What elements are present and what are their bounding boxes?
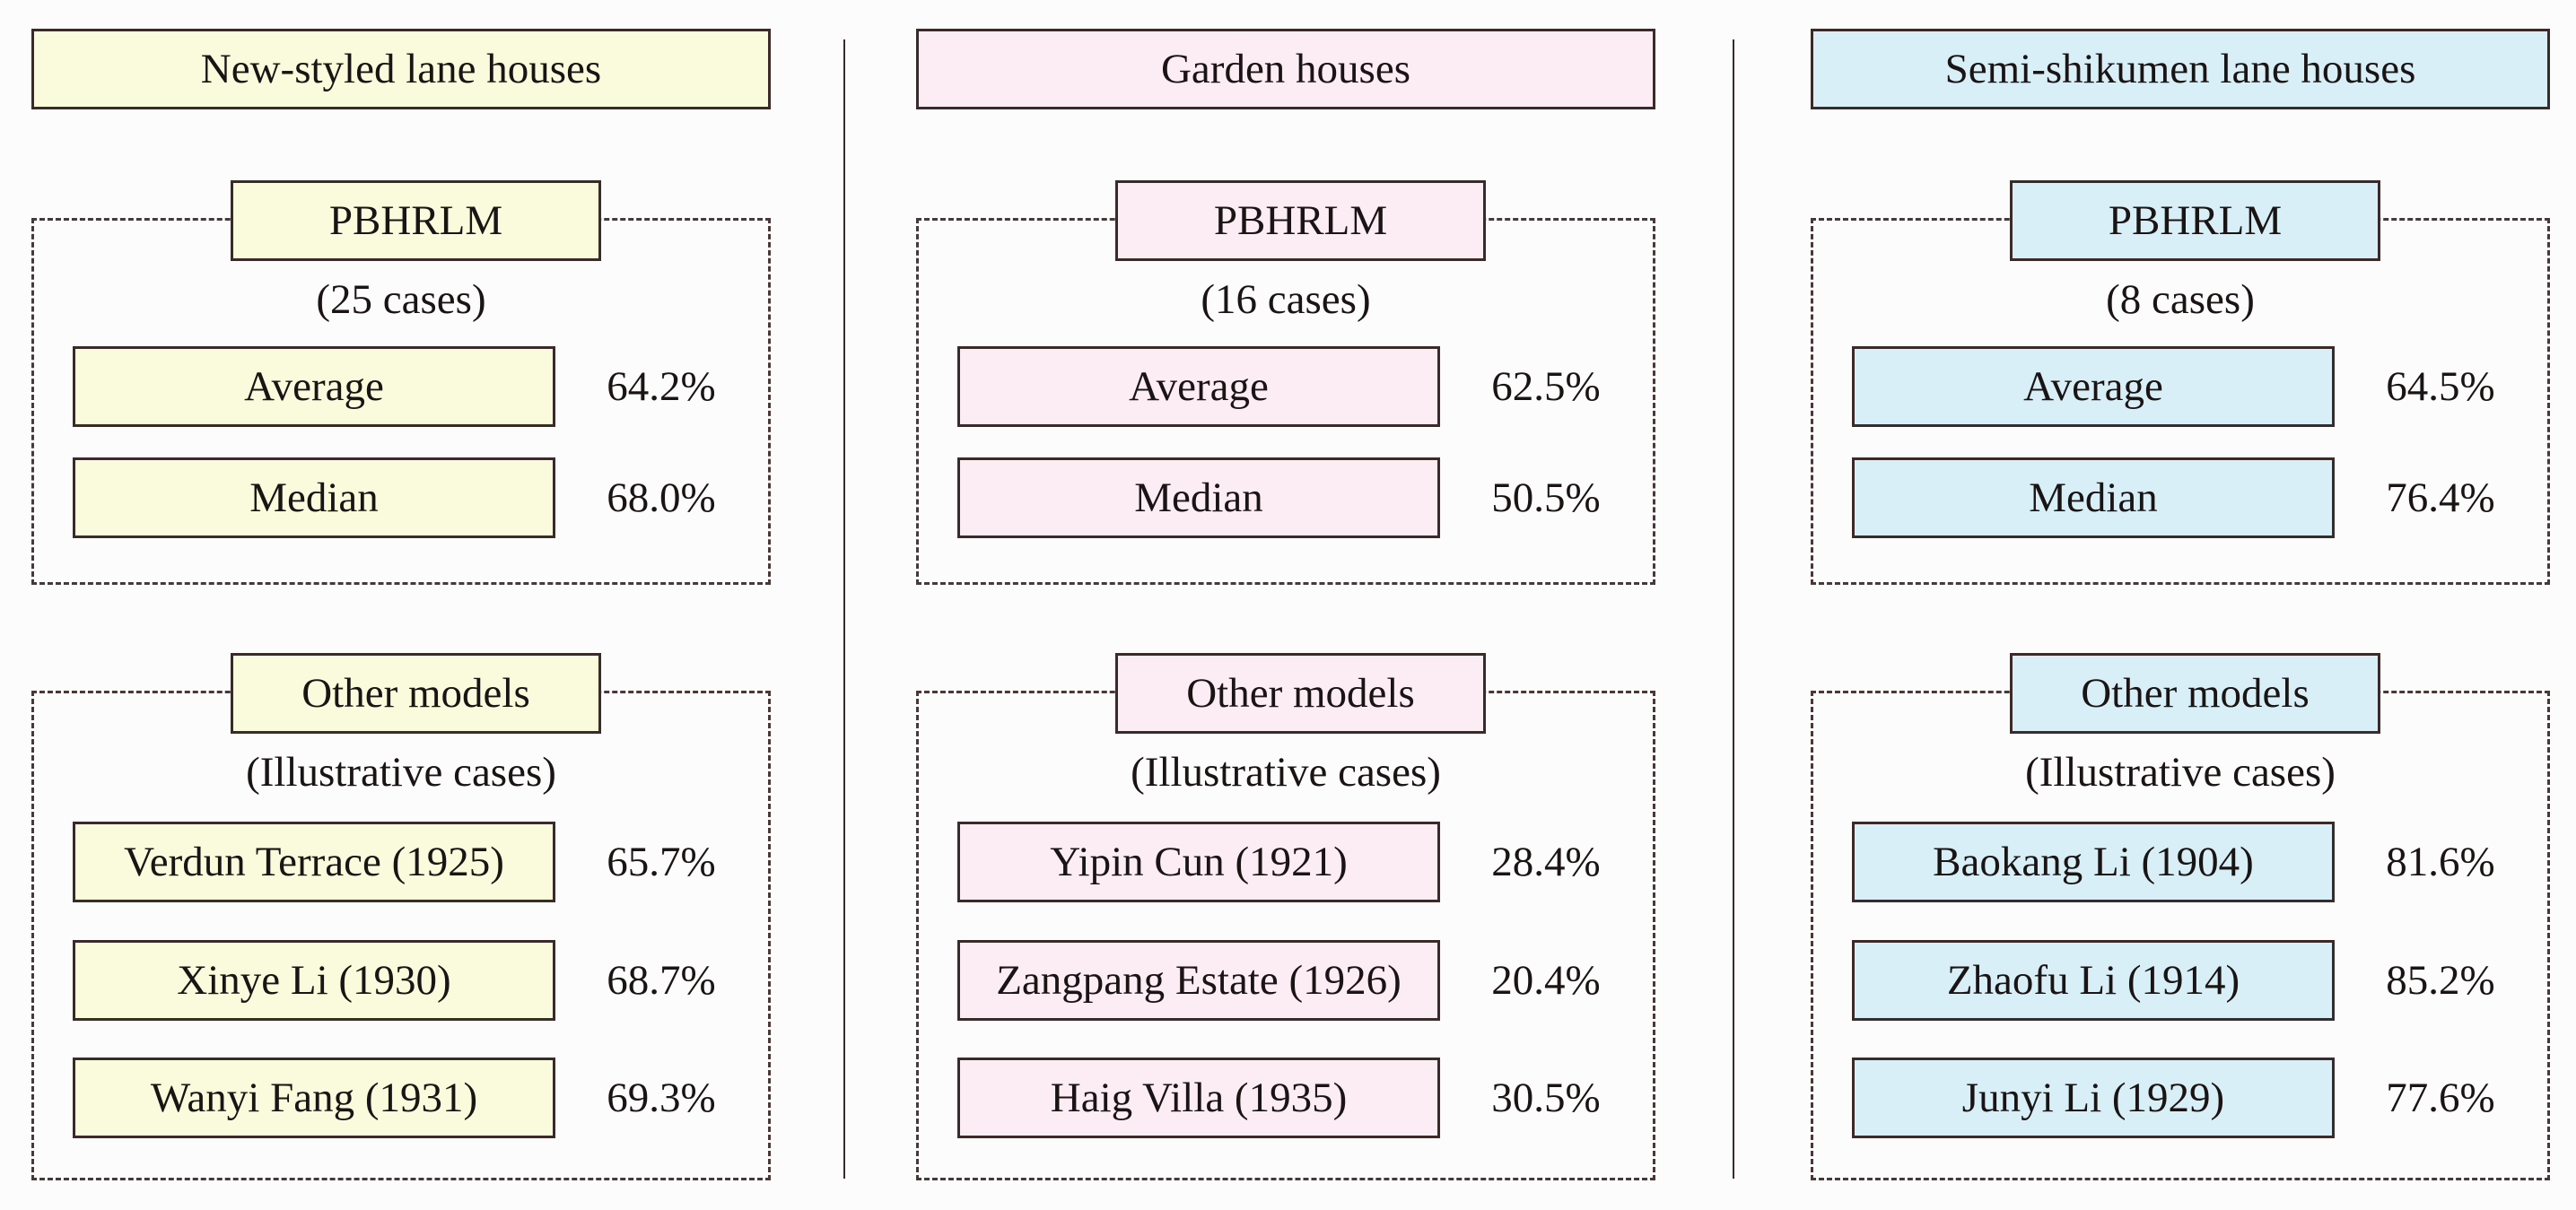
pbhrlm-label: PBHRLM [1115, 180, 1486, 261]
case-label: Verdun Terrace (1925) [73, 822, 555, 902]
stat-value: 64.2% [607, 363, 716, 410]
case-row: Xinye Li (1930) 68.7% [73, 940, 767, 1021]
column-garden-houses: Garden houses PBHRLM (16 cases) Average … [916, 0, 1655, 1210]
stat-value: 50.5% [1491, 474, 1601, 521]
column-divider [1733, 39, 1734, 1179]
other-models-label: Other models [1115, 653, 1486, 734]
other-models-group: Other models (Illustrative cases) Yipin … [916, 653, 1655, 1180]
case-value: 68.7% [607, 957, 716, 1004]
stat-label: Median [73, 457, 555, 538]
column-title: Garden houses [916, 29, 1655, 109]
case-value: 81.6% [2386, 839, 2495, 885]
illustrative-cases-note: (Illustrative cases) [2025, 749, 2336, 796]
other-models-group: Other models (Illustrative cases) Verdun… [31, 653, 771, 1180]
stat-row-average: Average 64.2% [73, 346, 767, 427]
case-value: 69.3% [607, 1075, 716, 1121]
pbhrlm-group: PBHRLM (16 cases) Average 62.5% Median 5… [916, 180, 1655, 585]
stat-label: Median [957, 457, 1440, 538]
case-label: Yipin Cun (1921) [957, 822, 1440, 902]
stat-row-median: Median 50.5% [957, 457, 1652, 538]
stat-value: 76.4% [2386, 474, 2495, 521]
case-value: 28.4% [1491, 839, 1601, 885]
stat-label: Median [1852, 457, 2335, 538]
case-label: Baokang Li (1904) [1852, 822, 2335, 902]
case-row: Wanyi Fang (1931) 69.3% [73, 1058, 767, 1138]
pbhrlm-label: PBHRLM [2010, 180, 2380, 261]
pbhrlm-case-count: (16 cases) [1201, 276, 1371, 323]
case-row: Haig Villa (1935) 30.5% [957, 1058, 1652, 1138]
stat-row-average: Average 62.5% [957, 346, 1652, 427]
illustrative-cases-note: (Illustrative cases) [1131, 749, 1441, 796]
column-new-styled-lane-houses: New-styled lane houses PBHRLM (25 cases)… [31, 0, 771, 1210]
case-row: Verdun Terrace (1925) 65.7% [73, 822, 767, 902]
pbhrlm-group: PBHRLM (25 cases) Average 64.2% Median 6… [31, 180, 771, 585]
stat-value: 64.5% [2386, 363, 2495, 410]
pbhrlm-case-count: (8 cases) [2106, 276, 2255, 323]
case-row: Zhaofu Li (1914) 85.2% [1852, 940, 2546, 1021]
stat-row-median: Median 68.0% [73, 457, 767, 538]
case-value: 85.2% [2386, 957, 2495, 1004]
case-label: Zhaofu Li (1914) [1852, 940, 2335, 1021]
stat-label: Average [73, 346, 555, 427]
stat-label: Average [1852, 346, 2335, 427]
column-title: New-styled lane houses [31, 29, 771, 109]
other-models-group: Other models (Illustrative cases) Baokan… [1811, 653, 2550, 1180]
case-label: Zangpang Estate (1926) [957, 940, 1440, 1021]
case-value: 65.7% [607, 839, 716, 885]
case-value: 30.5% [1491, 1075, 1601, 1121]
pbhrlm-case-count: (25 cases) [316, 276, 486, 323]
column-title: Semi-shikumen lane houses [1811, 29, 2550, 109]
stat-value: 62.5% [1491, 363, 1601, 410]
stat-value: 68.0% [607, 474, 716, 521]
stat-label: Average [957, 346, 1440, 427]
case-row: Yipin Cun (1921) 28.4% [957, 822, 1652, 902]
case-label: Junyi Li (1929) [1852, 1058, 2335, 1138]
case-row: Baokang Li (1904) 81.6% [1852, 822, 2546, 902]
case-label: Wanyi Fang (1931) [73, 1058, 555, 1138]
pbhrlm-label: PBHRLM [231, 180, 601, 261]
other-models-label: Other models [231, 653, 601, 734]
stat-row-average: Average 64.5% [1852, 346, 2546, 427]
case-row: Zangpang Estate (1926) 20.4% [957, 940, 1652, 1021]
other-models-label: Other models [2010, 653, 2380, 734]
case-label: Xinye Li (1930) [73, 940, 555, 1021]
column-divider [843, 39, 845, 1179]
pbhrlm-group: PBHRLM (8 cases) Average 64.5% Median 76… [1811, 180, 2550, 585]
column-semi-shikumen-lane-houses: Semi-shikumen lane houses PBHRLM (8 case… [1811, 0, 2550, 1210]
case-value: 20.4% [1491, 957, 1601, 1004]
case-label: Haig Villa (1935) [957, 1058, 1440, 1138]
stat-row-median: Median 76.4% [1852, 457, 2546, 538]
illustrative-cases-note: (Illustrative cases) [246, 749, 556, 796]
case-value: 77.6% [2386, 1075, 2495, 1121]
case-row: Junyi Li (1929) 77.6% [1852, 1058, 2546, 1138]
